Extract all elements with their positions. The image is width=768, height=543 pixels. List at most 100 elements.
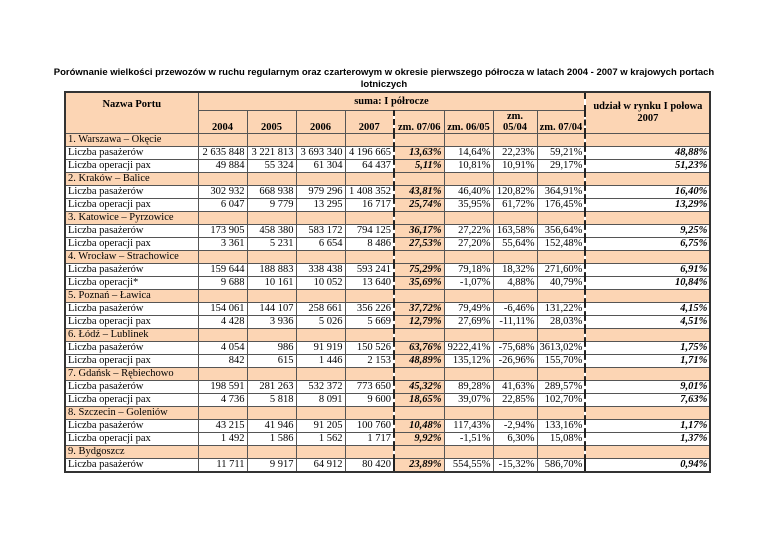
value-cell: -6,46%: [492, 302, 538, 316]
empty-cell: [443, 250, 494, 264]
value-cell: 11 711: [197, 458, 248, 473]
row-label: Liczba pasażerów: [64, 263, 199, 277]
empty-cell: [443, 367, 494, 381]
header-col: zm. 07/06: [393, 110, 445, 134]
value-cell: 102,70%: [536, 393, 587, 407]
value-cell: 4 054: [197, 341, 248, 355]
empty-cell: [197, 133, 248, 147]
market-share-cell: 6,91%: [584, 263, 711, 277]
value-cell: 6 047: [197, 198, 248, 212]
value-cell: 593 241: [344, 263, 395, 277]
market-share-cell: 1,75%: [584, 341, 711, 355]
empty-cell: [443, 289, 494, 303]
empty-cell: [197, 445, 248, 459]
value-cell: 27,20%: [443, 237, 494, 251]
empty-cell: [536, 289, 587, 303]
table-row: Liczba pasażerów 154 061 144 107 258 661 356…: [64, 302, 711, 316]
empty-cell: [344, 211, 395, 225]
value-cell: 49 884: [197, 159, 248, 173]
header-col: 2005: [246, 110, 297, 134]
value-cell: 14,64%: [443, 146, 494, 160]
value-cell: 9222,41%: [443, 341, 494, 355]
value-cell: 364,91%: [536, 185, 587, 199]
empty-cell: [536, 328, 587, 342]
value-cell: -2,94%: [492, 419, 538, 433]
section-row: 5. Poznań – Ławica: [64, 289, 711, 303]
empty-cell: [393, 289, 445, 303]
market-share-cell: 9,01%: [584, 380, 711, 394]
empty-cell: [536, 406, 587, 420]
value-cell: 338 438: [295, 263, 346, 277]
value-cell: 64 912: [295, 458, 346, 473]
row-label: Liczba pasażerów: [64, 185, 199, 199]
empty-cell: [584, 328, 711, 342]
section-row: 7. Gdańsk – Rębiechowo: [64, 367, 711, 381]
market-share-cell: 51,23%: [584, 159, 711, 173]
empty-cell: [393, 250, 445, 264]
empty-cell: [197, 172, 248, 186]
market-share-cell: 10,84%: [584, 276, 711, 290]
table-row: Liczba operacji pax 1 492 1 586 1 562 1 717 9…: [64, 432, 711, 446]
market-share-cell: 0,94%: [584, 458, 711, 473]
value-cell: 133,16%: [536, 419, 587, 433]
empty-cell: [344, 445, 395, 459]
value-cell: 794 125: [344, 224, 395, 238]
value-cell: 6,30%: [492, 432, 538, 446]
empty-cell: [536, 211, 587, 225]
empty-cell: [443, 328, 494, 342]
change-07-06-cell: 35,69%: [393, 276, 445, 290]
value-cell: 64 437: [344, 159, 395, 173]
header-col: 2006: [295, 110, 346, 134]
market-share-cell: 7,63%: [584, 393, 711, 407]
section-name: 9. Bydgoszcz: [64, 445, 199, 459]
header-group: suma: I półrocze: [197, 91, 587, 111]
value-cell: 154 061: [197, 302, 248, 316]
section-row: 8. Szczecin – Goleniów: [64, 406, 711, 420]
value-cell: 356,64%: [536, 224, 587, 238]
empty-cell: [295, 172, 346, 186]
empty-cell: [584, 133, 711, 147]
table-row: Liczba operacji pax 842 615 1 446 2 153 48,89…: [64, 354, 711, 368]
table-row: Liczba pasażerów 2 635 848 3 221 813 3 693 …: [64, 146, 711, 160]
table-row: Liczba operacji pax 4 736 5 818 8 091 9 600 1…: [64, 393, 711, 407]
empty-cell: [492, 289, 538, 303]
row-label: Liczba pasażerów: [64, 380, 199, 394]
value-cell: 842: [197, 354, 248, 368]
empty-cell: [584, 445, 711, 459]
empty-cell: [393, 133, 445, 147]
value-cell: 2 635 848: [197, 146, 248, 160]
change-07-06-cell: 5,11%: [393, 159, 445, 173]
value-cell: 41 946: [246, 419, 297, 433]
value-cell: 91 919: [295, 341, 346, 355]
value-cell: 458 380: [246, 224, 297, 238]
table-row: Liczba pasażerów 4 054 986 91 919 150 526 63,…: [64, 341, 711, 355]
value-cell: 117,43%: [443, 419, 494, 433]
empty-cell: [344, 328, 395, 342]
empty-cell: [295, 445, 346, 459]
empty-cell: [584, 172, 711, 186]
value-cell: 13 640: [344, 276, 395, 290]
empty-cell: [492, 445, 538, 459]
empty-cell: [492, 250, 538, 264]
value-cell: 532 372: [295, 380, 346, 394]
value-cell: 159 644: [197, 263, 248, 277]
value-cell: 6 654: [295, 237, 346, 251]
value-cell: 4 428: [197, 315, 248, 329]
value-cell: 1 562: [295, 432, 346, 446]
empty-cell: [246, 250, 297, 264]
value-cell: 10 052: [295, 276, 346, 290]
empty-cell: [344, 367, 395, 381]
section-row: 2. Kraków – Balice: [64, 172, 711, 186]
value-cell: 979 296: [295, 185, 346, 199]
empty-cell: [443, 406, 494, 420]
empty-cell: [246, 406, 297, 420]
empty-cell: [246, 211, 297, 225]
value-cell: 55,64%: [492, 237, 538, 251]
value-cell: 176,45%: [536, 198, 587, 212]
header-port: Nazwa Portu: [64, 91, 199, 134]
empty-cell: [246, 133, 297, 147]
value-cell: 356 226: [344, 302, 395, 316]
section-row: 4. Wrocław – Strachowice: [64, 250, 711, 264]
value-cell: 91 205: [295, 419, 346, 433]
table-row: Liczba operacji pax 6 047 9 779 13 295 16 71…: [64, 198, 711, 212]
